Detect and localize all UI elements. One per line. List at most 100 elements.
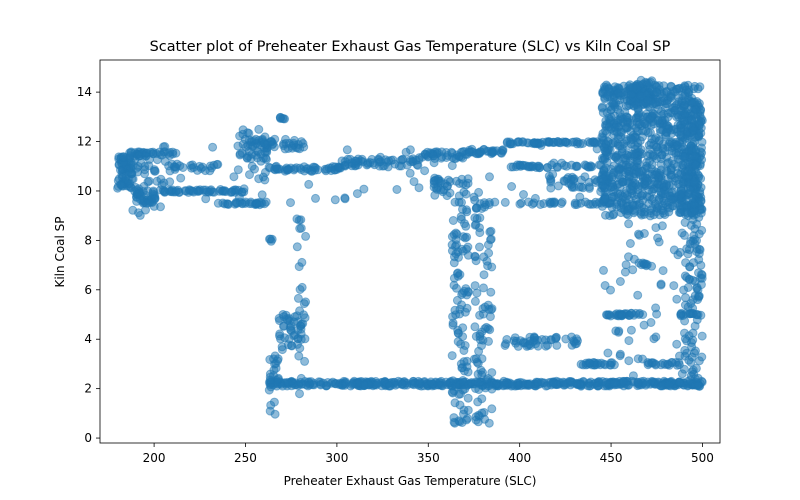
scatter-point [461, 284, 471, 294]
scatter-point [663, 112, 673, 122]
scatter-point [450, 398, 460, 408]
scatter-point [296, 373, 306, 383]
scatter-point [667, 188, 677, 198]
scatter-point [459, 409, 468, 419]
scatter-point [239, 184, 249, 194]
scatter-point [286, 325, 296, 335]
scatter-point [569, 174, 579, 184]
scatter-point [116, 180, 126, 190]
scatter-point [401, 147, 411, 157]
scatter-point [677, 96, 687, 106]
scatter-point [640, 172, 650, 182]
scatter-point [301, 380, 311, 390]
x-axis: 200 250 300 350 400 450 500 [143, 443, 714, 465]
scatter-point [603, 348, 613, 358]
scatter-point [144, 176, 154, 186]
scatter-point [454, 197, 464, 207]
scatter-point [693, 373, 703, 383]
scatter-point [690, 97, 699, 107]
scatter-point [472, 203, 482, 213]
scatter-point [518, 160, 527, 170]
scatter-point [470, 296, 480, 306]
scatter-point [279, 312, 289, 322]
scatter-point [617, 311, 627, 321]
scatter-point [622, 141, 632, 151]
scatter-point [486, 287, 496, 297]
scatter-point [585, 183, 594, 193]
scatter-point [657, 188, 666, 198]
scatter-point [596, 187, 606, 197]
scatter-point [445, 177, 455, 187]
scatter-point [662, 87, 672, 97]
scatter-point [459, 187, 469, 197]
scatter-point [269, 142, 279, 152]
scatter-point [265, 375, 275, 385]
scatter-point [463, 367, 473, 377]
scatter-point [625, 239, 635, 248]
scatter-point [242, 153, 252, 162]
scatter-point [484, 200, 494, 210]
scatter-point [645, 211, 655, 221]
scatter-point [684, 245, 694, 255]
scatter-point [634, 182, 644, 191]
scatter-point [525, 380, 534, 390]
scatter-point [286, 198, 295, 208]
scatter-point [296, 223, 306, 233]
scatter-point [450, 241, 460, 251]
scatter-point [696, 260, 706, 270]
scatter-point [346, 381, 356, 391]
scatter-point [686, 375, 695, 385]
scatter-point [277, 342, 287, 352]
scatter-point [297, 282, 307, 292]
scatter-point [598, 174, 608, 184]
scatter-point [430, 190, 440, 200]
scatter-point [449, 273, 459, 283]
scatter-point [604, 310, 614, 320]
scatter-point [365, 158, 375, 167]
scatter-point [693, 84, 703, 94]
scatter-point [533, 341, 543, 351]
y-tick-label: 14 [77, 85, 92, 99]
x-tick-label: 300 [325, 451, 348, 465]
scatter-point [623, 206, 633, 216]
scatter-point [651, 332, 661, 342]
scatter-point [477, 408, 487, 418]
y-tick-label: 10 [77, 184, 92, 198]
scatter-point [596, 358, 606, 368]
scatter-point [626, 308, 636, 318]
scatter-point [270, 409, 280, 419]
scatter-point [677, 369, 687, 379]
scatter-point [664, 380, 674, 390]
scatter-point [607, 172, 617, 182]
scatter-point [580, 172, 590, 182]
scatter-point [470, 322, 480, 332]
scatter-point [599, 265, 608, 275]
scatter-point [420, 166, 430, 176]
scatter-point [587, 137, 597, 147]
scatter-point [676, 106, 686, 116]
plot-frame [99, 59, 721, 444]
scatter-point [693, 295, 703, 305]
scatter-point [650, 134, 660, 144]
scatter-point [633, 290, 643, 300]
scatter-point [647, 160, 657, 170]
scatter-point [475, 310, 485, 320]
scatter-point [136, 195, 145, 205]
scatter-point [614, 100, 624, 110]
scatter-point [519, 190, 528, 199]
scatter-point [610, 378, 620, 388]
scatter-point [624, 336, 634, 346]
scatter-point [609, 209, 619, 219]
scatter-point [483, 261, 493, 271]
scatter-point [536, 140, 546, 150]
scatter-point [620, 267, 630, 277]
scatter-point [295, 389, 304, 399]
scatter-point [410, 378, 420, 388]
scatter-point [293, 293, 303, 303]
scatter-point [437, 152, 447, 162]
scatter-point [278, 113, 287, 123]
scatter-point [473, 397, 483, 407]
scatter-point [295, 144, 305, 154]
scatter-point [487, 304, 497, 314]
scatter-point [615, 173, 624, 183]
